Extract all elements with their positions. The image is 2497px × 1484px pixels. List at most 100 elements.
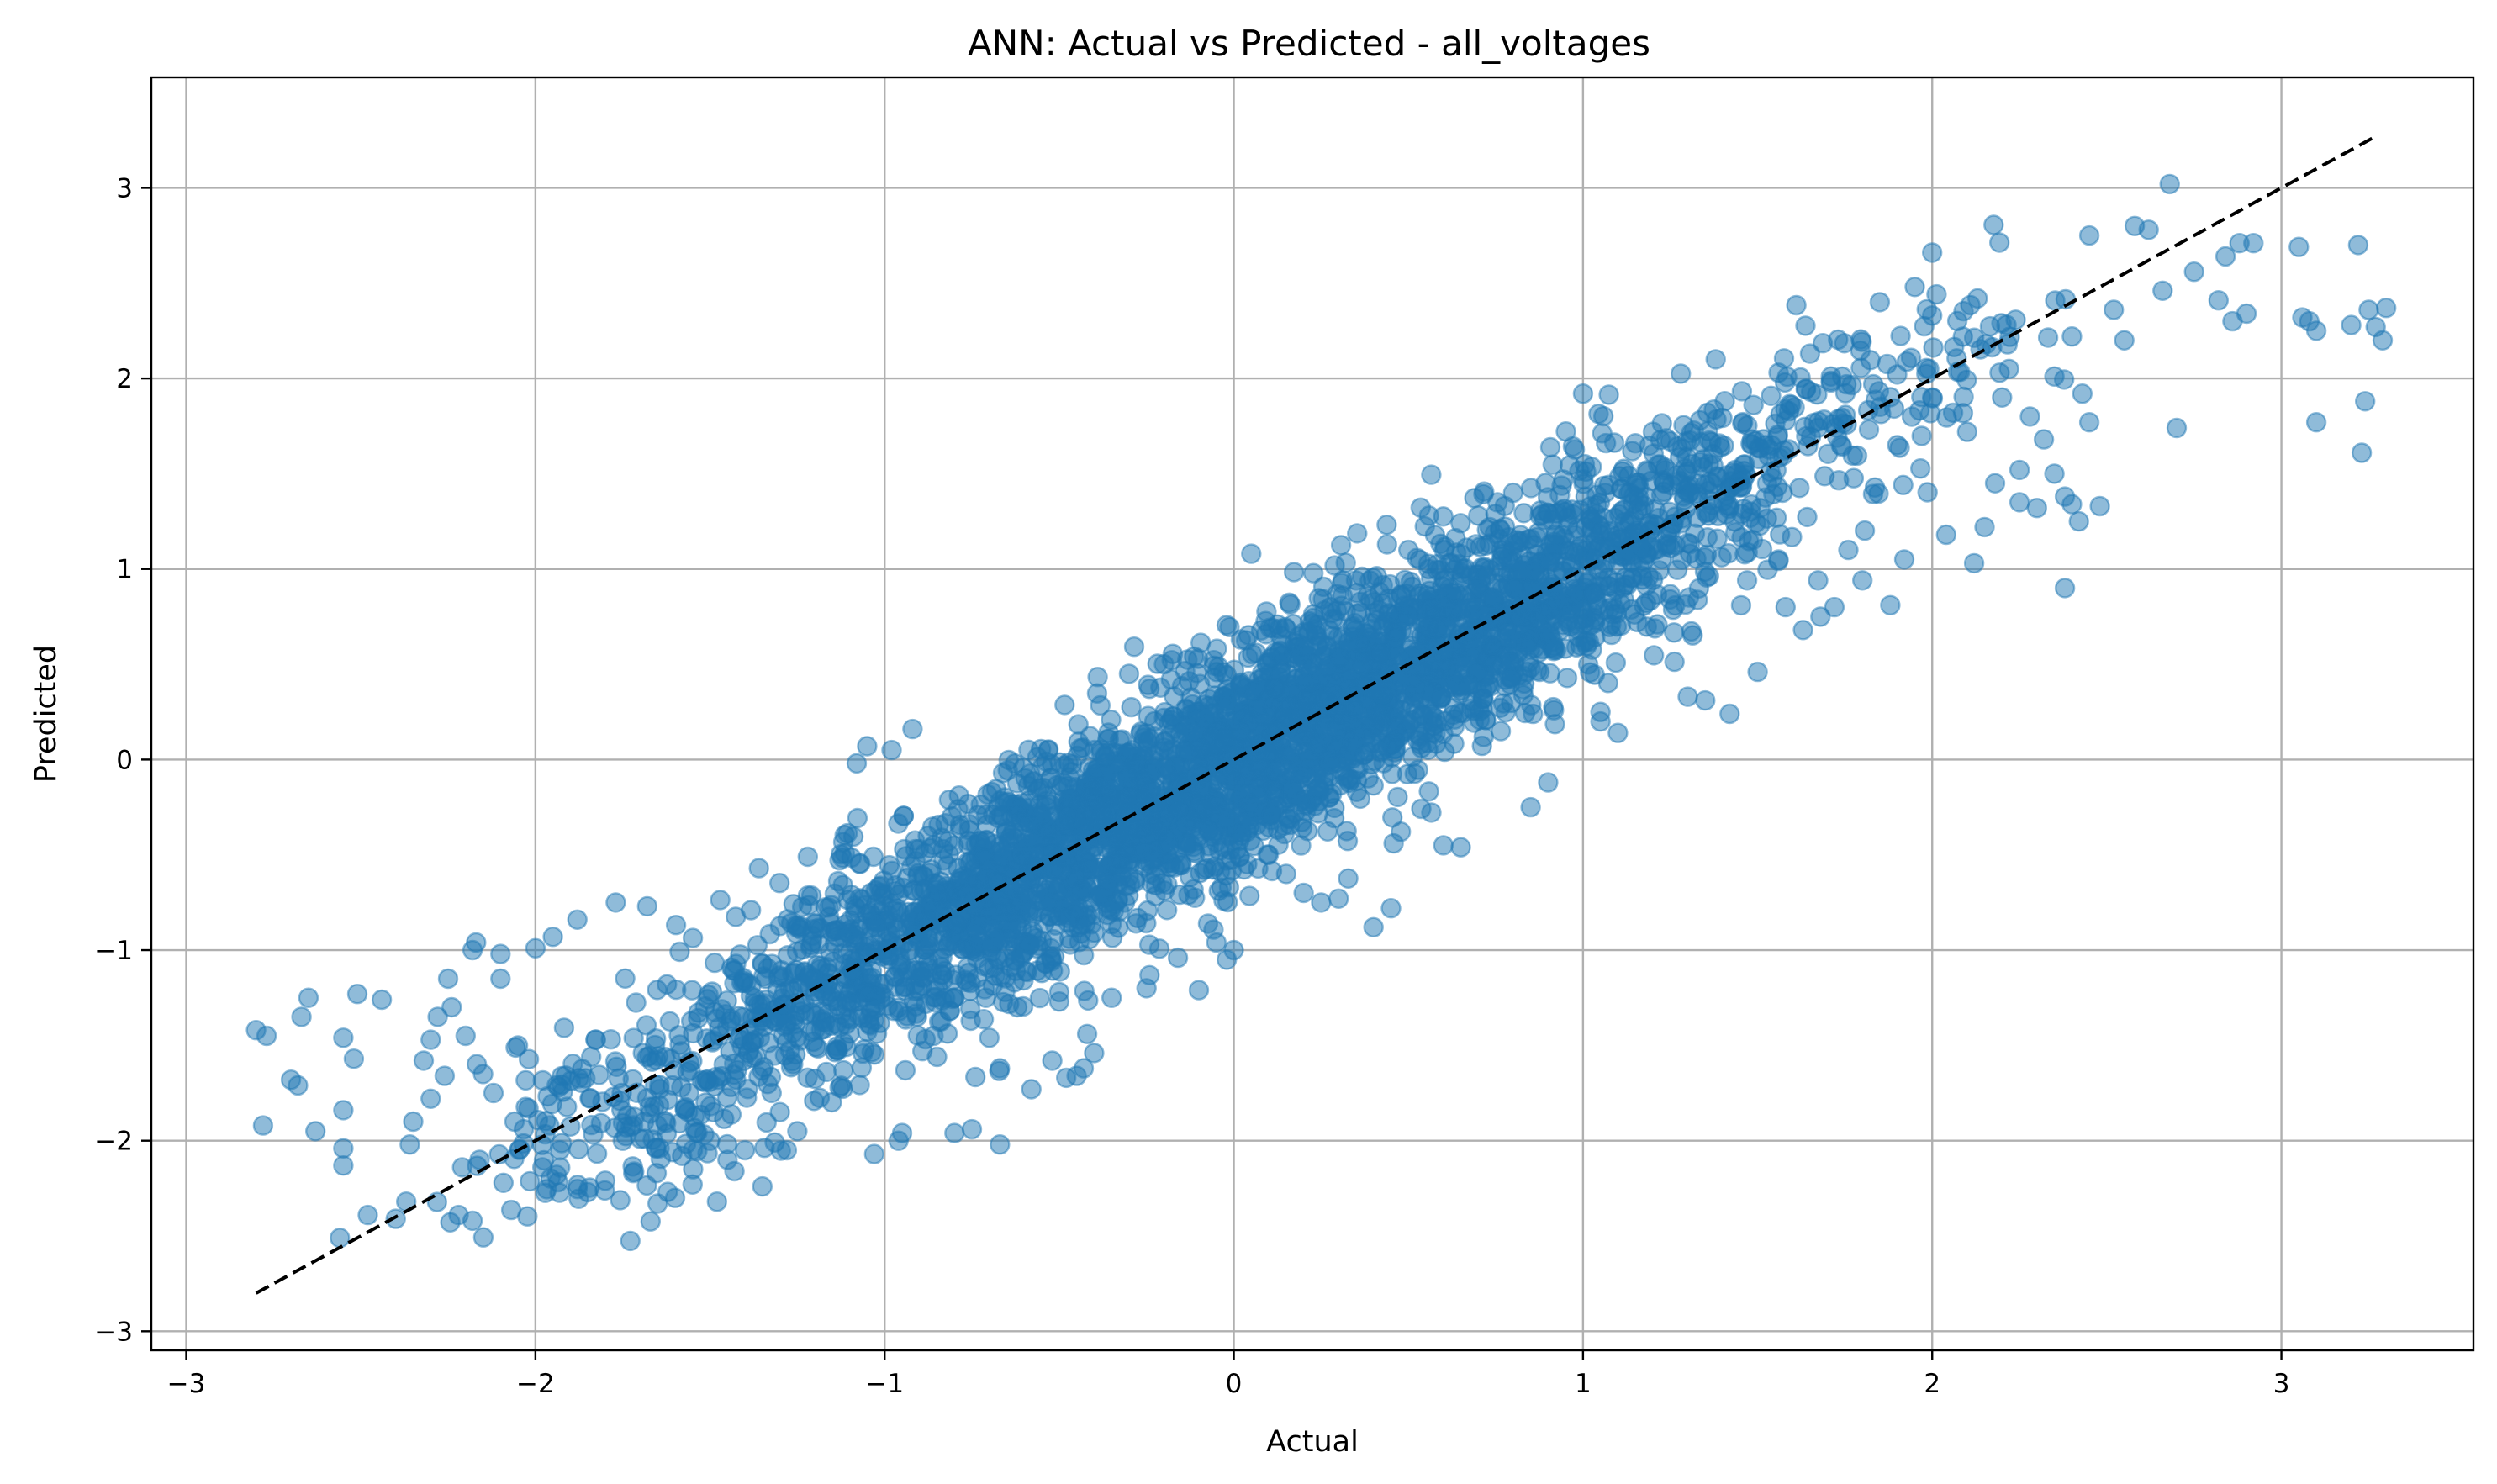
data-point — [1387, 786, 1408, 808]
data-point — [2305, 320, 2327, 341]
data-point — [1345, 570, 1367, 591]
data-point — [2288, 236, 2310, 257]
data-point — [1979, 315, 2001, 337]
data-point — [804, 1091, 825, 1112]
data-point — [551, 1074, 573, 1096]
data-point — [1398, 605, 1419, 626]
data-point — [1095, 837, 1117, 858]
data-point — [1642, 421, 1664, 442]
y-tick-label: 2 — [116, 364, 133, 394]
x-tick-label: −2 — [516, 1369, 555, 1399]
data-point — [710, 890, 731, 911]
data-point — [1015, 940, 1036, 961]
x-tick-label: 2 — [1924, 1369, 1940, 1399]
data-point — [2183, 261, 2204, 283]
data-point — [1854, 520, 1876, 541]
data-point — [895, 1059, 916, 1081]
data-point — [441, 996, 462, 1018]
data-point — [291, 1006, 312, 1027]
data-point — [1117, 768, 1138, 789]
data-point — [1578, 570, 1599, 592]
data-point — [1391, 671, 1412, 692]
data-point — [623, 1027, 644, 1048]
data-point — [698, 984, 719, 1006]
data-point — [797, 1067, 818, 1089]
data-point — [1032, 756, 1053, 777]
data-point — [1595, 432, 1617, 454]
y-tick-label: 0 — [116, 745, 133, 775]
data-point — [1911, 425, 1932, 446]
data-point — [1921, 305, 1943, 326]
data-point — [2037, 327, 2059, 348]
data-point — [2351, 442, 2373, 463]
data-point — [990, 1133, 1011, 1155]
data-point — [1572, 383, 1594, 404]
data-point — [2009, 492, 2030, 513]
data-point — [783, 894, 804, 915]
data-point — [960, 1010, 981, 1032]
data-point — [641, 1051, 663, 1073]
data-point — [1013, 969, 1034, 991]
data-point — [1432, 576, 1453, 597]
data-point — [827, 870, 849, 892]
data-point — [589, 1064, 610, 1085]
data-point — [420, 1029, 441, 1050]
data-point — [256, 1025, 277, 1047]
data-point — [553, 1017, 575, 1038]
data-point — [1160, 669, 1182, 690]
data-point — [1743, 394, 1764, 415]
data-point — [1434, 741, 1455, 763]
data-point — [1229, 846, 1251, 867]
data-point — [797, 846, 818, 868]
data-point — [746, 1046, 767, 1067]
data-point — [768, 1006, 789, 1027]
data-point — [926, 1046, 948, 1068]
data-point — [884, 880, 905, 902]
data-point — [1887, 435, 1908, 456]
data-point — [1538, 772, 1559, 793]
data-point — [1252, 711, 1273, 732]
data-point — [1643, 645, 1665, 666]
data-point — [1123, 636, 1145, 658]
data-point — [1511, 560, 1533, 581]
data-point — [857, 736, 878, 757]
data-point — [1263, 779, 1284, 800]
data-point — [1202, 826, 1223, 847]
data-point — [1338, 868, 1359, 890]
data-point — [1539, 436, 1561, 458]
data-point — [1444, 709, 1465, 730]
data-point — [704, 952, 726, 974]
data-point — [1862, 483, 1884, 504]
data-point — [1983, 214, 2004, 235]
data-point — [1662, 599, 1684, 621]
data-point — [654, 1111, 676, 1132]
data-point — [288, 1075, 309, 1096]
data-point — [1518, 652, 1539, 673]
data-point — [581, 1114, 602, 1136]
data-point — [1223, 939, 1244, 961]
data-point — [2305, 412, 2327, 433]
data-point — [1880, 594, 1901, 615]
data-point — [615, 968, 636, 990]
data-point — [1677, 686, 1698, 707]
data-point — [1447, 598, 1469, 619]
data-point — [721, 1104, 742, 1125]
data-point — [1296, 691, 1317, 712]
data-point — [1499, 673, 1521, 694]
data-point — [961, 1118, 983, 1140]
data-point — [2078, 412, 2100, 433]
data-point — [734, 1139, 756, 1161]
data-point — [1231, 825, 1252, 847]
data-point — [847, 930, 868, 951]
data-point — [1385, 720, 1407, 742]
data-point — [1101, 987, 1122, 1008]
data-point — [1465, 534, 1486, 555]
data-point — [1542, 454, 1564, 475]
data-point — [1552, 525, 1573, 546]
data-point — [821, 895, 842, 916]
data-point — [1921, 242, 1943, 263]
data-point — [1984, 473, 2006, 494]
data-point — [764, 1045, 785, 1066]
data-point — [1476, 565, 1497, 586]
data-point — [1427, 553, 1448, 575]
